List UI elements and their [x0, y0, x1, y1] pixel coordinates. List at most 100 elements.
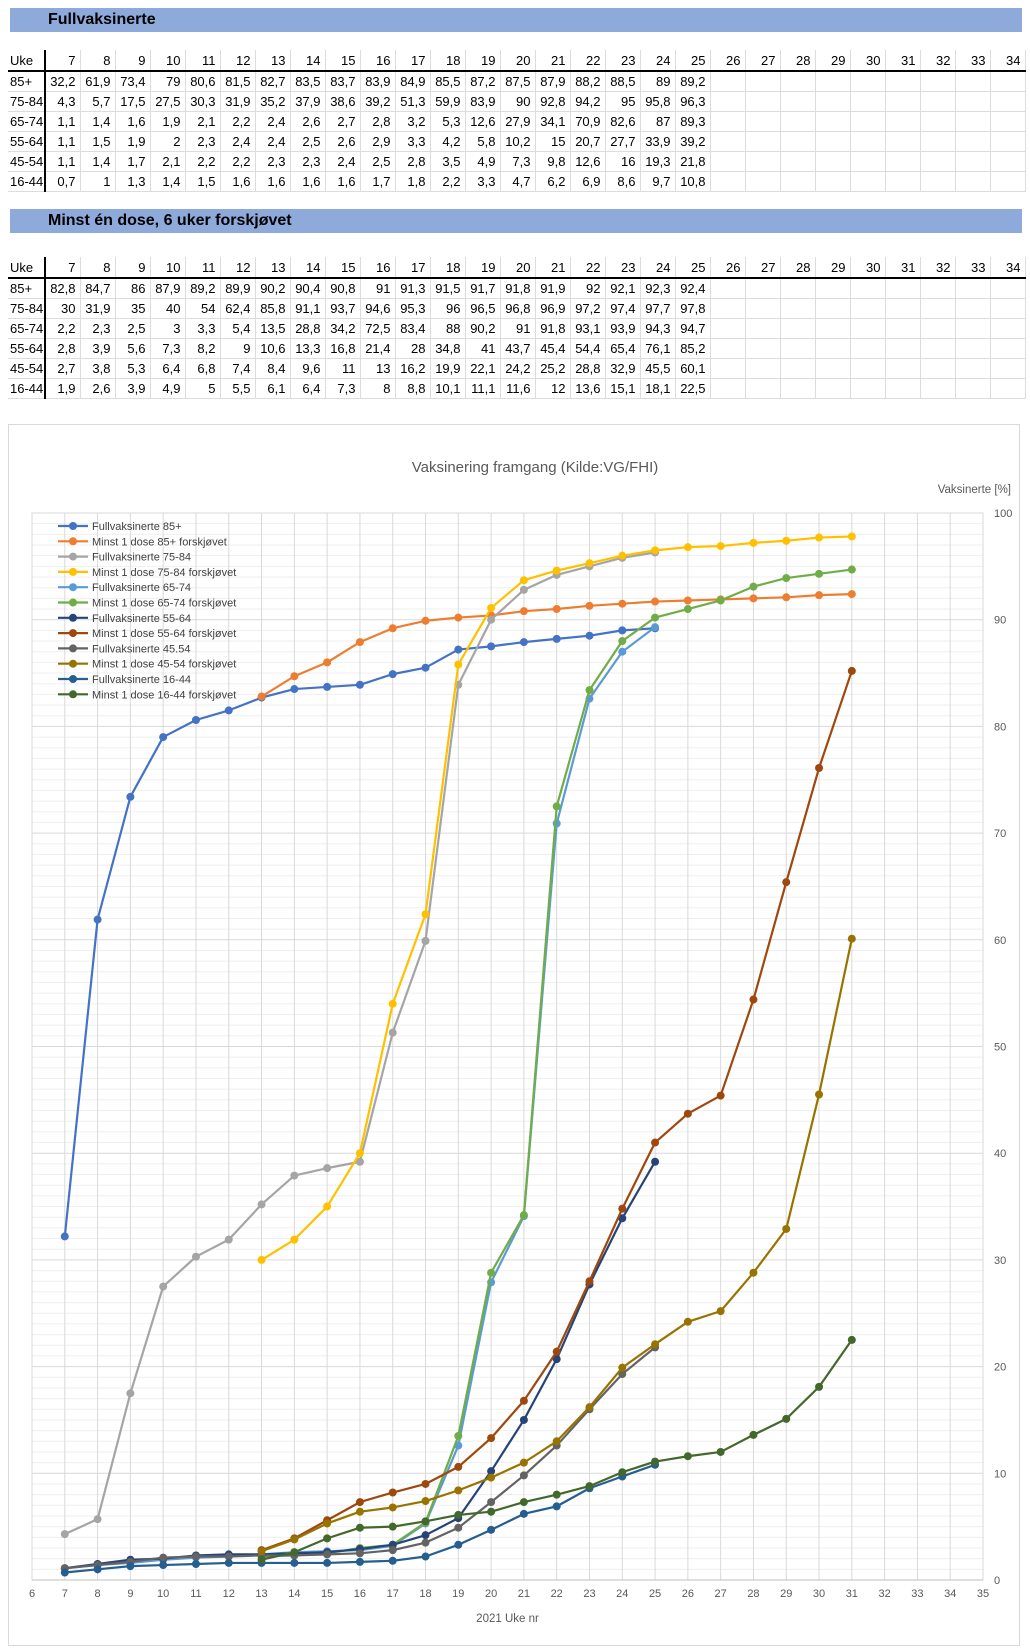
value-cell[interactable] — [884, 131, 921, 152]
value-cell[interactable]: 90,2 — [464, 318, 501, 339]
legend-item[interactable]: Fullvaksinerte 85+ — [58, 521, 182, 533]
data-point[interactable] — [519, 585, 528, 594]
age-group-label[interactable]: 16-44 — [8, 378, 46, 399]
value-cell[interactable] — [779, 298, 816, 319]
value-cell[interactable]: 8,2 — [184, 338, 221, 359]
value-cell[interactable]: 2,9 — [359, 131, 396, 152]
data-point[interactable] — [519, 1415, 528, 1424]
value-cell[interactable]: 4,9 — [464, 151, 501, 172]
data-point[interactable] — [421, 936, 430, 945]
value-cell[interactable] — [954, 338, 991, 359]
value-cell[interactable]: 91,8 — [499, 277, 536, 299]
value-cell[interactable]: 2,3 — [184, 131, 221, 152]
data-point[interactable] — [159, 1561, 168, 1570]
value-cell[interactable]: 89,9 — [219, 277, 256, 299]
value-cell[interactable] — [814, 378, 851, 399]
value-cell[interactable] — [849, 131, 886, 152]
data-point[interactable] — [487, 603, 496, 612]
value-cell[interactable]: 1,9 — [114, 131, 151, 152]
data-point[interactable] — [487, 1473, 496, 1482]
data-point[interactable] — [585, 1403, 594, 1412]
data-point[interactable] — [519, 607, 528, 616]
week-header-cell[interactable]: 9 — [114, 257, 151, 279]
value-cell[interactable]: 6,4 — [289, 378, 326, 399]
value-cell[interactable]: 82,7 — [254, 70, 291, 92]
age-group-label[interactable]: 85+ — [8, 277, 46, 299]
data-point[interactable] — [487, 1525, 496, 1534]
value-cell[interactable]: 91,1 — [289, 298, 326, 319]
series-fullvaksinerte-75-84[interactable] — [60, 548, 660, 1539]
legend-item[interactable]: Minst 1 dose 45-54 forskjøvet — [58, 659, 236, 671]
value-cell[interactable]: 7,3 — [324, 378, 361, 399]
data-point[interactable] — [290, 1171, 299, 1180]
value-cell[interactable]: 1,1 — [44, 131, 81, 152]
data-point[interactable] — [782, 574, 791, 583]
week-header-cell[interactable]: 25 — [674, 257, 711, 279]
data-point[interactable] — [487, 1507, 496, 1516]
week-header-cell[interactable]: 16 — [359, 257, 396, 279]
value-cell[interactable] — [814, 277, 851, 299]
data-point[interactable] — [815, 1382, 824, 1391]
series-fullvaksinerte-85+[interactable] — [60, 624, 660, 1241]
value-cell[interactable]: 4,3 — [44, 91, 81, 112]
data-point[interactable] — [782, 593, 791, 602]
value-cell[interactable]: 83,4 — [394, 318, 431, 339]
value-cell[interactable]: 92,3 — [639, 277, 676, 299]
value-cell[interactable]: 30,3 — [184, 91, 221, 112]
value-cell[interactable]: 1,6 — [219, 171, 256, 192]
value-cell[interactable]: 35,2 — [254, 91, 291, 112]
value-cell[interactable]: 1,7 — [114, 151, 151, 172]
data-point[interactable] — [355, 1498, 364, 1507]
value-cell[interactable]: 2,3 — [254, 151, 291, 172]
age-group-label[interactable]: 75-84 — [8, 91, 46, 112]
data-point[interactable] — [159, 1282, 168, 1291]
value-cell[interactable]: 15,1 — [604, 378, 641, 399]
value-cell[interactable] — [954, 277, 991, 299]
value-cell[interactable] — [709, 131, 746, 152]
value-cell[interactable] — [919, 378, 956, 399]
value-cell[interactable] — [744, 358, 781, 379]
week-header-cell[interactable]: 7 — [44, 257, 81, 279]
week-header-cell[interactable]: 21 — [534, 257, 571, 279]
data-point[interactable] — [618, 647, 627, 656]
value-cell[interactable]: 54 — [184, 298, 221, 319]
week-header-cell[interactable]: 34 — [989, 257, 1026, 279]
value-cell[interactable]: 73,4 — [114, 70, 151, 92]
data-point[interactable] — [552, 566, 561, 575]
data-point[interactable] — [126, 1389, 135, 1398]
value-cell[interactable]: 91,8 — [534, 318, 571, 339]
value-cell[interactable] — [709, 298, 746, 319]
value-cell[interactable] — [814, 358, 851, 379]
value-cell[interactable]: 79 — [149, 70, 186, 92]
data-point[interactable] — [60, 1232, 69, 1241]
week-header-cell[interactable]: 15 — [324, 257, 361, 279]
value-cell[interactable] — [919, 171, 956, 192]
data-point[interactable] — [683, 1452, 692, 1461]
value-cell[interactable]: 24,2 — [499, 358, 536, 379]
data-point[interactable] — [355, 680, 364, 689]
value-cell[interactable]: 72,5 — [359, 318, 396, 339]
week-header-cell[interactable]: 20 — [499, 257, 536, 279]
value-cell[interactable] — [744, 378, 781, 399]
data-point[interactable] — [487, 1268, 496, 1277]
data-point[interactable] — [191, 1252, 200, 1261]
value-cell[interactable]: 1,9 — [44, 378, 81, 399]
value-cell[interactable]: 2,3 — [289, 151, 326, 172]
data-point[interactable] — [323, 1202, 332, 1211]
value-cell[interactable] — [814, 70, 851, 92]
value-cell[interactable]: 94,7 — [674, 318, 711, 339]
value-cell[interactable]: 2,3 — [79, 318, 116, 339]
value-cell[interactable]: 2,5 — [289, 131, 326, 152]
data-point[interactable] — [257, 1255, 266, 1264]
value-cell[interactable]: 80,6 — [184, 70, 221, 92]
series-minst-1-dose-16-44-forskj-vet[interactable] — [257, 1335, 856, 1564]
value-cell[interactable]: 2,4 — [219, 131, 256, 152]
value-cell[interactable]: 5,6 — [114, 338, 151, 359]
data-point[interactable] — [487, 642, 496, 651]
value-cell[interactable]: 3,2 — [394, 111, 431, 132]
value-cell[interactable]: 37,9 — [289, 91, 326, 112]
data-point[interactable] — [224, 1558, 233, 1567]
value-cell[interactable] — [709, 378, 746, 399]
value-cell[interactable]: 96,9 — [534, 298, 571, 319]
value-cell[interactable] — [779, 70, 816, 92]
